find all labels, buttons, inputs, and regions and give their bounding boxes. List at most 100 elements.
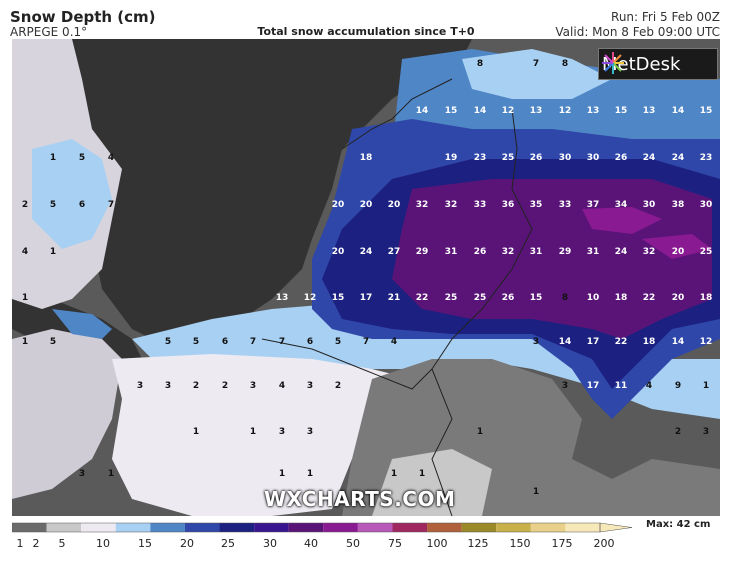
snow-depth-map[interactable]: 8 7 8 14 15 14 12 13 12 13 15 13 14 15 1 5 4 18 19 23 25 26 30…	[12, 39, 720, 516]
model-label: ARPEGE 0.1°	[10, 25, 88, 39]
map-value: 23	[700, 153, 713, 163]
map-value: 17	[360, 293, 373, 303]
map-value: 3	[279, 427, 285, 437]
map-value: 7	[279, 337, 285, 347]
map-value: 8	[562, 59, 568, 69]
run-label: Run: Fri 5 Feb 00Z	[611, 10, 720, 24]
map-value: 13	[276, 293, 289, 303]
legend-swatch	[12, 523, 47, 532]
map-value: 6	[79, 200, 85, 210]
legend-tick-label: 200	[593, 537, 615, 550]
map-value: 3	[165, 381, 171, 391]
map-value: 7	[533, 59, 539, 69]
legend-max-arrow	[599, 522, 633, 533]
map-value: 3	[250, 381, 256, 391]
map-value: 18	[700, 293, 713, 303]
map-value: 24	[615, 247, 628, 257]
legend-tick-label: 75	[388, 537, 402, 550]
map-value: 7	[250, 337, 256, 347]
map-value: 7	[108, 200, 114, 210]
map-value: 4	[108, 153, 114, 163]
map-value: 6	[222, 337, 228, 347]
map-value: 7	[363, 337, 369, 347]
map-value: 14	[474, 106, 487, 116]
map-value: 2	[22, 200, 28, 210]
map-value: 14	[672, 106, 685, 116]
map-value: 1	[307, 469, 313, 479]
legend-swatch	[392, 523, 428, 532]
map-value: 14	[416, 106, 429, 116]
map-value: 13	[587, 106, 600, 116]
map-value: 1	[279, 469, 285, 479]
map-value: 20	[332, 247, 345, 257]
map-value: 3	[307, 381, 313, 391]
legend-swatch	[254, 523, 289, 532]
description-label: Total snow accumulation since T+0	[257, 25, 475, 38]
map-value: 5	[335, 337, 341, 347]
map-value: 1	[703, 381, 709, 391]
map-value: 4	[279, 381, 285, 391]
metdesk-burst-icon	[602, 52, 624, 74]
map-value: 2	[335, 381, 341, 391]
map-value: 3	[79, 469, 85, 479]
map-value: 38	[672, 200, 685, 210]
map-value: 33	[474, 200, 487, 210]
map-canvas: 8 7 814 15 14 12 13 12 13 15 13 14 151 5 4 18 19 23 25 26 30…	[12, 39, 720, 516]
map-value: 27	[388, 247, 401, 257]
legend-swatch	[184, 523, 220, 532]
legend-tick-label: 10	[96, 537, 110, 550]
map-value: 1	[22, 293, 28, 303]
legend-tick-label: 175	[551, 537, 573, 550]
legend-swatch	[219, 523, 255, 532]
map-value: 31	[587, 247, 600, 257]
map-value: 3	[137, 381, 143, 391]
map-value: 34	[615, 200, 628, 210]
map-value: 32	[643, 247, 656, 257]
legend-swatch	[427, 523, 462, 532]
map-value: 20	[672, 247, 685, 257]
map-value: 3	[562, 381, 568, 391]
map-value: 33	[559, 200, 572, 210]
legend-swatch	[115, 523, 151, 532]
map-value: 23	[474, 153, 487, 163]
map-value: 2	[193, 381, 199, 391]
map-value: 9	[675, 381, 681, 391]
map-value: 25	[445, 293, 458, 303]
legend-swatch	[323, 523, 358, 532]
map-value: 18	[360, 153, 373, 163]
legend-tick-label: 2	[32, 537, 40, 550]
map-value: 15	[530, 293, 543, 303]
color-legend	[12, 522, 633, 533]
map-value: 5	[193, 337, 199, 347]
map-value: 26	[502, 293, 515, 303]
map-value: 10	[587, 293, 600, 303]
map-value: 14	[672, 337, 685, 347]
legend-tick-label: 25	[221, 537, 235, 550]
map-value: 12	[502, 106, 515, 116]
map-value: 20	[672, 293, 685, 303]
map-value: 30	[700, 200, 713, 210]
map-value: 1	[50, 247, 56, 257]
legend-tick-label: 5	[58, 537, 66, 550]
legend-swatch	[530, 523, 566, 532]
map-value: 3	[533, 337, 539, 347]
map-value: 30	[559, 153, 572, 163]
chart-title: Snow Depth (cm)	[10, 8, 156, 26]
map-value: 5	[165, 337, 171, 347]
map-value: 24	[672, 153, 685, 163]
map-value: 12	[304, 293, 317, 303]
legend-tick-label: 125	[467, 537, 489, 550]
legend-swatch	[288, 523, 324, 532]
map-value: 2	[222, 381, 228, 391]
legend-tick-label: 40	[304, 537, 318, 550]
map-value: 8	[562, 293, 568, 303]
map-value: 1	[50, 153, 56, 163]
map-value: 13	[530, 106, 543, 116]
map-value: 22	[615, 337, 628, 347]
map-value: 15	[445, 106, 458, 116]
map-value: 1	[108, 469, 114, 479]
map-value: 32	[445, 200, 458, 210]
map-value: 1	[250, 427, 256, 437]
legend-swatch	[46, 523, 82, 532]
map-value: 5	[50, 200, 56, 210]
